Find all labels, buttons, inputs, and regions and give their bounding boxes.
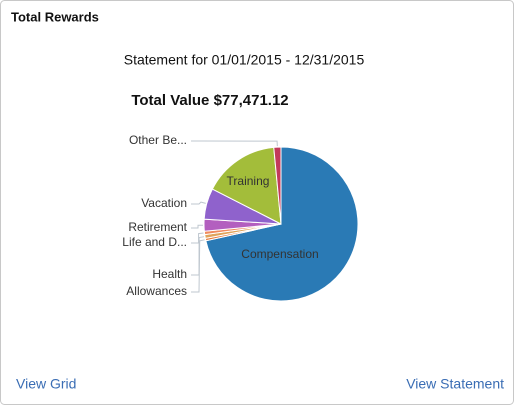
total-value: Total Value $77,471.12 (131, 92, 288, 109)
slice-label: Vacation (141, 196, 187, 210)
slice-label: Other Be... (129, 133, 187, 147)
statement-period: Statement for 01/01/2015 - 12/31/2015 (124, 52, 365, 68)
view-grid-link[interactable]: View Grid (16, 376, 76, 392)
slice-label: Health (152, 267, 187, 281)
pie-slice (205, 146, 359, 302)
leader-line (191, 236, 205, 276)
slice-label: Compensation (241, 247, 318, 261)
leader-line (191, 140, 278, 147)
slice-label: Life and D... (122, 235, 187, 249)
pie-slice (211, 146, 282, 225)
leader-line (191, 232, 204, 244)
pie-slice (273, 146, 282, 225)
panel-title: Total Rewards (11, 9, 99, 24)
view-statement-link[interactable]: View Statement (406, 376, 504, 392)
slice-label: Training (227, 174, 270, 188)
leader-line (191, 201, 206, 205)
slice-label: Retirement (128, 220, 187, 234)
slice-label: Allowances (126, 284, 187, 298)
leader-line (191, 224, 204, 229)
